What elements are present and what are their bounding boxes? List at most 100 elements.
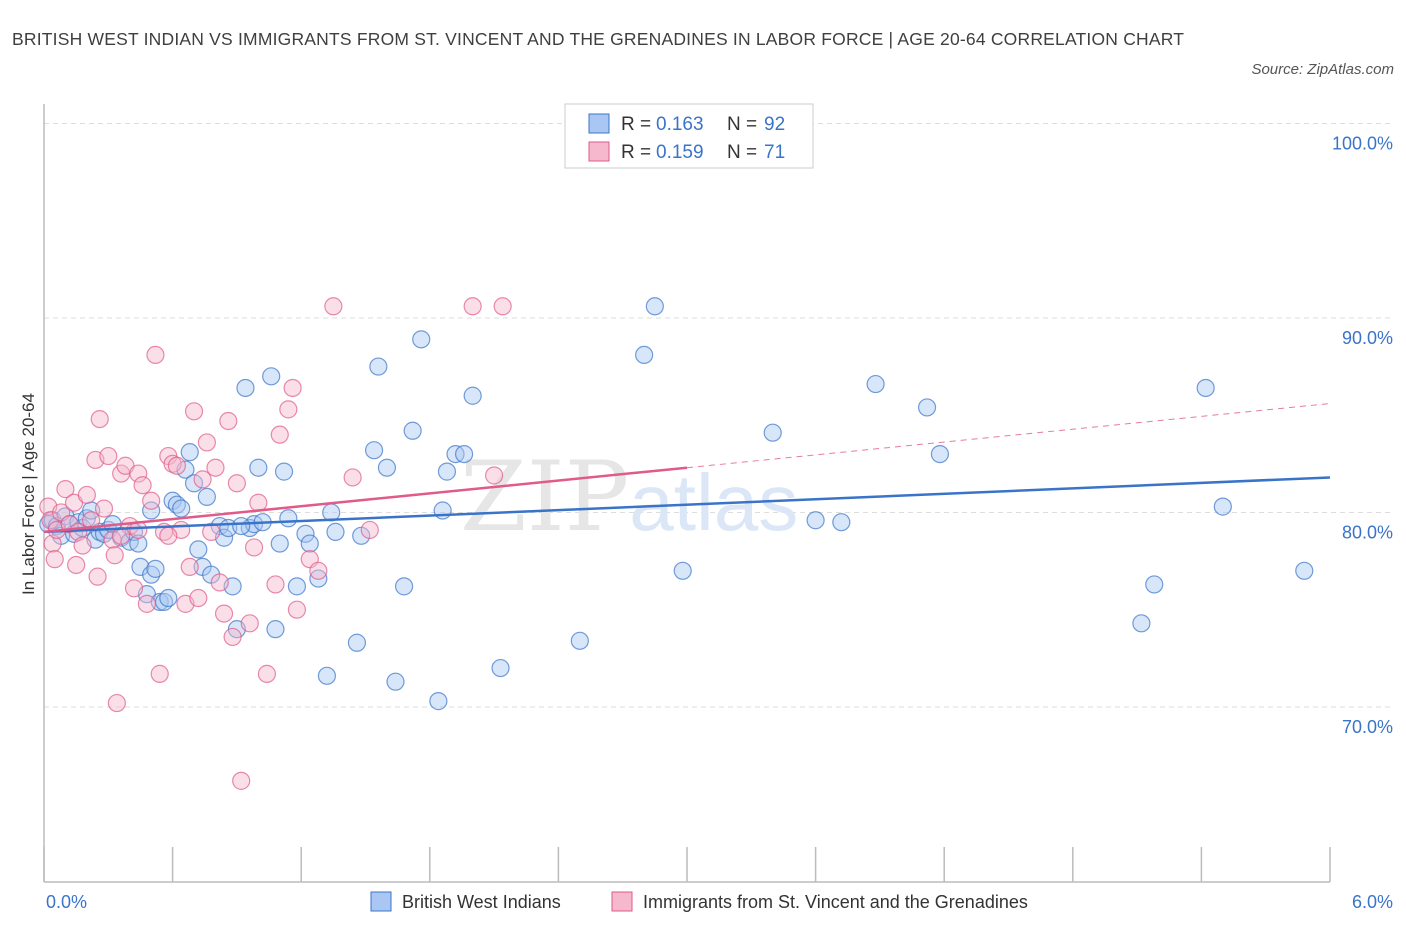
data-point [1196, 378, 1215, 398]
data-point [137, 594, 156, 613]
data-point [429, 692, 448, 711]
data-point [129, 464, 148, 483]
data-point [202, 522, 221, 542]
data-point [73, 536, 92, 555]
data-point [112, 526, 131, 545]
data-point [77, 485, 96, 505]
data-point [287, 577, 307, 596]
bottom-legend-swatch-blue [370, 891, 392, 912]
data-point [240, 614, 259, 633]
data-point [866, 374, 885, 394]
data-point [107, 693, 126, 713]
data-point [283, 378, 302, 398]
bottom-legend-label-1: British West Indians [402, 892, 561, 912]
stats-legend: R = 0.163 N = 92 R = 0.159 N = 71 [564, 103, 814, 169]
y-tick-label: 90.0% [1342, 328, 1393, 348]
trend-line-pink-extension [686, 403, 1331, 469]
data-point [88, 567, 107, 586]
data-point [227, 474, 246, 493]
x-ticks [43, 847, 1331, 882]
data-point [364, 441, 384, 460]
data-point [142, 491, 161, 510]
legend-r-label-1: R = [621, 114, 651, 135]
legend-n-label-2: N = [727, 142, 757, 163]
data-point [930, 445, 950, 464]
data-point [1295, 561, 1314, 580]
legend-r-label-2: R = [621, 142, 651, 163]
data-point [491, 658, 510, 678]
data-point [244, 538, 264, 557]
data-point [394, 577, 414, 596]
data-point [403, 421, 422, 440]
data-point [324, 297, 343, 316]
data-point [129, 534, 148, 553]
legend-n-value-1: 92 [764, 114, 785, 135]
data-point [377, 458, 397, 477]
data-point [493, 297, 512, 316]
data-point [197, 487, 216, 506]
bottom-legend-swatch-pink [611, 891, 633, 912]
data-point [763, 423, 782, 442]
data-point [210, 573, 229, 592]
data-point [485, 466, 504, 485]
data-point [257, 664, 277, 683]
data-point [274, 462, 294, 481]
data-point [270, 534, 289, 553]
data-point [296, 524, 315, 543]
data-point [103, 530, 122, 549]
data-point [347, 633, 367, 652]
data-point [309, 561, 328, 580]
data-point [673, 561, 692, 580]
data-point [105, 546, 124, 565]
data-point [1145, 575, 1164, 594]
data-point [279, 509, 298, 528]
data-point [645, 297, 664, 316]
data-point [99, 446, 118, 466]
legend-r-value-2: 0.159 [656, 142, 704, 163]
data-point [386, 672, 405, 691]
legend-swatch-blue [588, 113, 610, 134]
series-legend: British West Indians Immigrants from St.… [370, 891, 1028, 912]
data-point [159, 526, 178, 545]
data-point [343, 468, 362, 487]
data-point [133, 476, 152, 495]
chart-source: Source: ZipAtlas.com [1251, 61, 1394, 78]
data-point [56, 480, 75, 499]
data-point [369, 357, 388, 376]
data-point [180, 443, 199, 462]
data-point [287, 600, 307, 619]
data-point [90, 409, 109, 429]
data-point [124, 579, 144, 598]
legend-n-value-2: 71 [764, 142, 785, 163]
data-point [279, 400, 298, 419]
y-tick-labels: 100.0% 90.0% 80.0% 70.0% [1332, 133, 1393, 737]
data-point [159, 588, 178, 608]
data-point [262, 367, 281, 386]
bottom-legend-label-2: Immigrants from St. Vincent and the Gren… [643, 892, 1028, 912]
data-point [193, 470, 212, 489]
data-point [232, 516, 251, 536]
legend-r-value-1: 0.163 [656, 114, 704, 135]
data-point [570, 631, 589, 650]
data-point [360, 520, 379, 540]
data-point [189, 588, 208, 608]
y-tick-label: 70.0% [1342, 717, 1393, 737]
data-point [184, 474, 204, 493]
data-point [214, 604, 234, 623]
data-point [1132, 614, 1151, 633]
data-point [172, 499, 191, 518]
data-point [309, 569, 328, 588]
data-point [635, 345, 654, 365]
data-point [45, 550, 64, 569]
data-point [300, 534, 319, 553]
data-point [437, 462, 457, 481]
data-point [146, 345, 165, 365]
data-point [266, 575, 285, 594]
data-point [832, 513, 851, 532]
watermark: ZIPatlas [460, 441, 798, 553]
data-point [249, 458, 268, 477]
data-point [236, 378, 255, 398]
data-point [142, 501, 161, 520]
data-point [219, 411, 238, 431]
data-point [67, 555, 86, 575]
